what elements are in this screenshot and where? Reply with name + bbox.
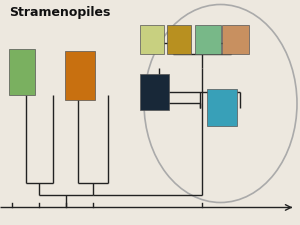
- Bar: [140, 74, 169, 110]
- Bar: [207, 89, 237, 126]
- Bar: [167, 25, 191, 54]
- Bar: [222, 25, 249, 54]
- Bar: [9, 50, 34, 94]
- Bar: [195, 25, 220, 54]
- Bar: [140, 25, 164, 54]
- Text: Stramenopiles: Stramenopiles: [9, 6, 110, 19]
- Bar: [64, 51, 94, 100]
